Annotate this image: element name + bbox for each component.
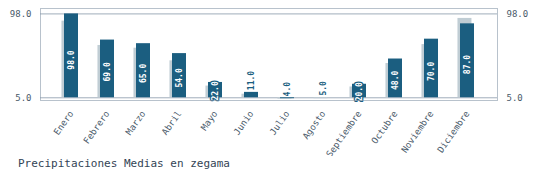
svg-text:Abril: Abril xyxy=(160,109,184,137)
svg-text:Julio: Julio xyxy=(268,109,292,137)
svg-text:5.0: 5.0 xyxy=(319,81,328,96)
svg-text:5.0: 5.0 xyxy=(15,93,31,103)
svg-text:Noviembre: Noviembre xyxy=(399,109,435,155)
svg-text:69.0: 69.0 xyxy=(103,62,112,81)
svg-text:48.0: 48.0 xyxy=(391,71,400,90)
svg-text:22.0: 22.0 xyxy=(211,81,220,100)
svg-text:Febrero: Febrero xyxy=(82,109,112,146)
svg-text:Agosto: Agosto xyxy=(301,109,328,141)
svg-text:70.0: 70.0 xyxy=(427,62,436,81)
svg-text:Septiembre: Septiembre xyxy=(324,109,363,156)
svg-text:Junio: Junio xyxy=(232,109,256,137)
svg-text:4.0: 4.0 xyxy=(283,82,292,97)
svg-text:Enero: Enero xyxy=(52,109,76,137)
svg-text:Diciembre: Diciembre xyxy=(435,109,471,155)
svg-text:Octubre: Octubre xyxy=(370,109,400,146)
svg-text:65.0: 65.0 xyxy=(139,64,148,83)
svg-text:98.0: 98.0 xyxy=(67,50,76,69)
html-text:Precipitaciones Medias en zega: Precipitaciones Medias en zegama xyxy=(18,157,230,170)
svg-text:11.0: 11.0 xyxy=(247,71,256,90)
svg-text:98.0: 98.0 xyxy=(507,9,529,19)
svg-text:Mayo: Mayo xyxy=(199,109,220,133)
svg-text:54.0: 54.0 xyxy=(175,68,184,87)
svg-text:Marzo: Marzo xyxy=(124,109,148,137)
svg-text:87.0: 87.0 xyxy=(463,55,472,74)
svg-text:98.0: 98.0 xyxy=(10,9,32,19)
svg-text:20.0: 20.0 xyxy=(355,82,364,101)
svg-text:5.0: 5.0 xyxy=(507,93,523,103)
